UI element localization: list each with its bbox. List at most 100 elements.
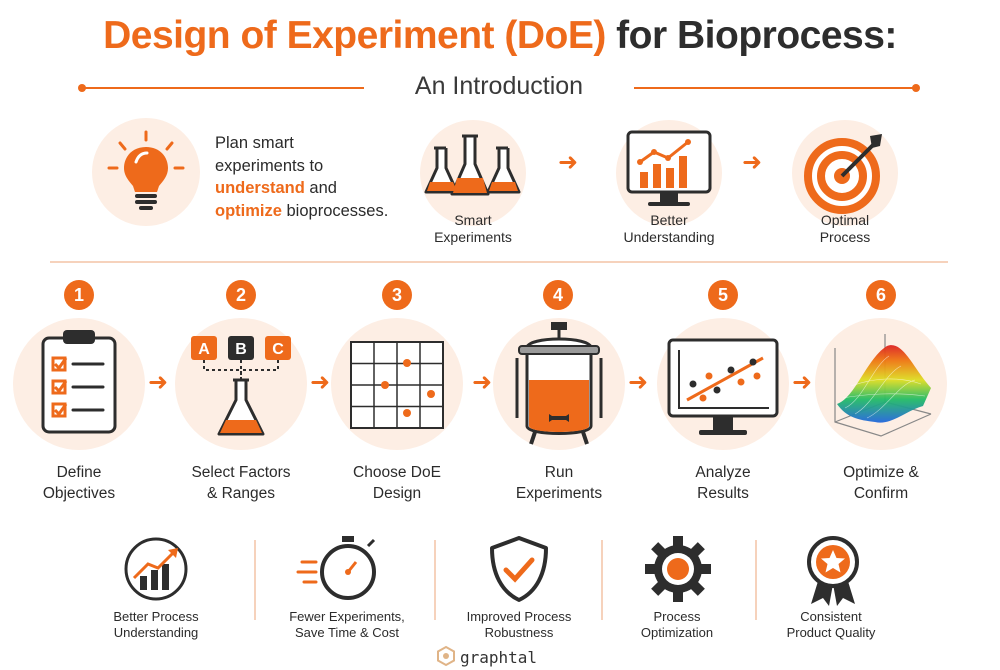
subtitle-row: An Introduction: [78, 72, 920, 104]
benefit-label-5: Consistent Product Quality: [746, 609, 916, 641]
flow-label-better-understanding: Better Understanding: [594, 212, 744, 246]
flow-circle-smart-experiments: [420, 120, 526, 226]
step-number-5: 5: [708, 280, 738, 310]
step-circle-5: [657, 318, 789, 450]
section-divider: [50, 261, 948, 263]
benefit-label-line: Consistent: [800, 609, 862, 624]
subtitle-right-line: [634, 87, 916, 89]
step-label-line: Run: [544, 464, 574, 481]
benefit-icon-wrap: [296, 534, 382, 609]
benefit-separator: [601, 540, 603, 620]
benefit-label-3: Improved Process Robustness: [434, 609, 604, 641]
benefit-label-line: Process: [653, 609, 701, 624]
bioreactor-icon: [515, 322, 603, 445]
stopwatch-icon: [296, 536, 376, 600]
step-label-line: Results: [697, 485, 749, 502]
step-number-3: 3: [382, 280, 412, 310]
step-number-2: 2: [226, 280, 256, 310]
bulb-circle: [92, 118, 200, 226]
lightbulb-icon: [107, 130, 185, 210]
arrow-right-icon: ➜: [472, 369, 493, 396]
shield-check-icon: [490, 536, 548, 602]
flow-label-line: Better: [650, 212, 688, 228]
footer-brand-text: graphtal: [460, 648, 538, 667]
target-icon: [804, 134, 882, 214]
benefit-label-line: Robustness: [484, 625, 554, 640]
intro-and: and: [304, 179, 337, 197]
step-label-line: Choose DoE: [353, 464, 441, 481]
monitor-scatter-icon: [667, 338, 779, 435]
flow-circle-better-understanding: [616, 120, 722, 226]
step-number-1: 1: [64, 280, 94, 310]
intro-tail: bioprocesses.: [281, 201, 389, 220]
step-circle-3: [331, 318, 463, 450]
arrow-right-icon: ➜: [792, 369, 813, 396]
page-title: Design of Experiment (DoE) for Bioproces…: [0, 14, 1000, 58]
subtitle-right-dot: [912, 84, 920, 92]
benefit-label-line: Understanding: [113, 625, 199, 640]
step-label-6: Optimize & Confirm: [806, 462, 956, 504]
benefit-icon-wrap: [805, 534, 861, 613]
flow-label-line: Process: [819, 229, 871, 245]
factor-b-label: B: [235, 341, 247, 358]
benefit-label-4: Process Optimization: [592, 609, 762, 641]
benefit-label-line: Optimization: [640, 625, 714, 640]
benefit-icon-wrap: [486, 534, 552, 609]
graphtal-logo-icon: [437, 645, 455, 667]
step-circle-4: [493, 318, 625, 450]
flasks-icon: [424, 134, 521, 196]
factor-c-label: C: [272, 341, 284, 358]
step-label-line: Optimize &: [843, 464, 919, 481]
step-label-line: Confirm: [853, 485, 909, 502]
intro-line-3: understand and: [215, 177, 415, 200]
design-grid-icon: [350, 341, 444, 429]
benefit-label-line: Better Process: [113, 609, 199, 624]
benefit-separator: [254, 540, 256, 620]
flow-label-line: Experiments: [434, 229, 512, 245]
benefit-label-line: Product Quality: [786, 625, 876, 640]
step-circle-6: [815, 318, 947, 450]
benefit-icon-wrap: [643, 534, 713, 609]
step-label-line: Experiments: [515, 485, 603, 502]
intro-highlight-optimize: optimize: [215, 201, 282, 220]
step-label-line: Objectives: [42, 485, 116, 502]
flow-label-line: Understanding: [623, 229, 715, 245]
step-label-line: & Ranges: [206, 485, 276, 502]
gear-icon: [645, 536, 711, 602]
benefit-separator: [434, 540, 436, 620]
flow-label-line: Smart: [454, 212, 492, 228]
intro-line-2: experiments to: [215, 156, 324, 175]
benefit-label-line: Save Time & Cost: [294, 625, 400, 640]
growth-chart-icon: [124, 537, 188, 601]
step-label-2: Select Factors & Ranges: [166, 462, 316, 504]
arrow-right-icon: ➜: [310, 369, 331, 396]
step-circle-1: [13, 318, 145, 450]
step-label-line: Select Factors: [191, 464, 291, 481]
intro-text: Plan smart experiments to understand and…: [215, 132, 415, 222]
intro-highlight-understand: understand: [215, 179, 305, 197]
flow-label-line: Optimal: [820, 212, 870, 228]
page-subtitle: An Introduction: [414, 72, 584, 100]
step-label-line: Design: [372, 485, 422, 502]
intro-line-1: Plan smart: [215, 134, 294, 152]
arrow-right-icon: ➜: [148, 369, 169, 396]
step-number-4: 4: [543, 280, 573, 310]
benefit-label-1: Better Process Understanding: [71, 609, 241, 641]
subtitle-left-line: [82, 87, 364, 89]
title-orange-part: Design of Experiment (DoE): [103, 14, 606, 57]
quality-badge-icon: [807, 536, 859, 606]
title-dark-part: for Bioprocess:: [616, 14, 897, 57]
step-label-4: Run Experiments: [484, 462, 634, 504]
benefit-label-line: Improved Process: [466, 609, 572, 624]
step-label-3: Choose DoE Design: [322, 462, 472, 504]
monitor-chart-icon: [626, 130, 712, 206]
benefit-icon-wrap: [118, 534, 194, 609]
benefit-label-line: Fewer Experiments,: [289, 609, 405, 624]
clipboard-checklist-icon: [41, 330, 117, 434]
step-label-line: Define: [56, 464, 102, 481]
response-surface-icon: [834, 334, 932, 437]
step-label-line: Analyze: [695, 464, 751, 481]
step-label-1: Define Objectives: [4, 462, 154, 504]
step-label-5: Analyze Results: [648, 462, 798, 504]
factor-a-label: A: [198, 341, 210, 358]
